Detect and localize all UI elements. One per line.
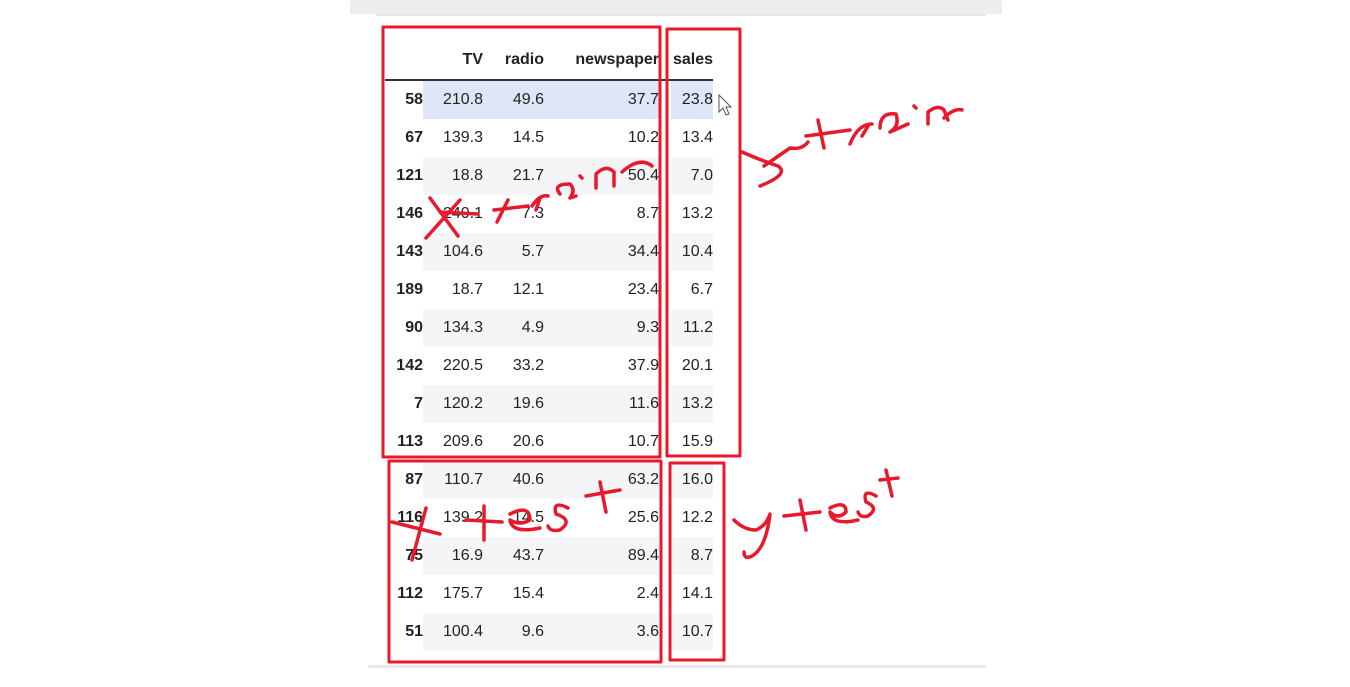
row-index: 112 — [397, 585, 423, 602]
cell-sales: 16.0 — [671, 461, 713, 499]
cell-newspaper: 3.6 — [544, 613, 659, 651]
cell-newspaper: 89.4 — [544, 537, 659, 575]
table-row: 189 18.7 12.1 23.4 6.7 — [385, 271, 713, 309]
row-index: 87 — [405, 471, 423, 488]
cell-sales: 10.7 — [671, 613, 713, 651]
header-row: TV radio newspaper sales — [385, 40, 713, 81]
cell-tv: 16.9 — [423, 537, 483, 575]
cell-sales: 14.1 — [671, 575, 713, 613]
cell-newspaper: 8.7 — [544, 195, 659, 233]
y-test-box — [668, 461, 726, 662]
table-row: 51 100.4 9.6 3.6 10.7 — [385, 613, 713, 651]
cell-tv: 209.6 — [423, 423, 483, 461]
x-train-box — [381, 25, 662, 459]
cell-sales: 13.4 — [671, 119, 713, 157]
cell-newspaper: 23.4 — [544, 271, 659, 309]
cell-tv: 139.3 — [423, 119, 483, 157]
x-test-box — [387, 459, 663, 664]
cell-sales: 6.7 — [671, 271, 713, 309]
row-index: 67 — [405, 129, 423, 146]
top-divider — [376, 14, 986, 16]
column-header-radio: radio — [483, 40, 544, 81]
column-header-tv: TV — [423, 40, 483, 81]
cell-sales: 8.7 — [671, 537, 713, 575]
cell-tv: 100.4 — [423, 613, 483, 651]
cell-newspaper: 37.7 — [544, 80, 659, 119]
dataframe-output: TV radio newspaper sales 58 210.8 49.6 37.7… — [385, 40, 725, 651]
column-header-newspaper: newspaper — [544, 40, 659, 81]
table-row: 143 104.6 5.7 34.4 10.4 — [385, 233, 713, 271]
dataframe-table: TV radio newspaper sales 58 210.8 49.6 37.7… — [385, 40, 713, 651]
row-index: 58 — [405, 91, 423, 108]
top-bar — [350, 0, 1002, 14]
cell-radio: 40.6 — [483, 461, 544, 499]
cell-sales: 11.2 — [671, 309, 713, 347]
cell-radio: 15.4 — [483, 575, 544, 613]
cell-newspaper: 10.2 — [544, 119, 659, 157]
row-index: 51 — [405, 623, 423, 640]
cell-tv: 134.3 — [423, 309, 483, 347]
cell-radio: 21.7 — [483, 157, 544, 195]
cell-tv: 18.7 — [423, 271, 483, 309]
cell-sales: 13.2 — [671, 385, 713, 423]
cell-radio: 49.6 — [483, 80, 544, 119]
cell-sales: 13.2 — [671, 195, 713, 233]
cell-tv: 120.2 — [423, 385, 483, 423]
cell-radio: 43.7 — [483, 537, 544, 575]
cell-newspaper: 2.4 — [544, 575, 659, 613]
cell-tv: 110.7 — [423, 461, 483, 499]
cell-sales: 12.2 — [671, 499, 713, 537]
table-row: 58 210.8 49.6 37.7 23.8 — [385, 80, 713, 119]
row-index: 116 — [397, 509, 423, 526]
cell-radio: 12.1 — [483, 271, 544, 309]
cell-newspaper: 11.6 — [544, 385, 659, 423]
row-index: 142 — [396, 357, 423, 374]
pointer-arrow-icon — [718, 93, 733, 116]
row-index: 189 — [396, 281, 423, 298]
cell-newspaper: 9.3 — [544, 309, 659, 347]
cell-radio: 20.6 — [483, 423, 544, 461]
table-row: 67 139.3 14.5 10.2 13.4 — [385, 119, 713, 157]
row-index: 7 — [414, 395, 423, 412]
row-index: 143 — [396, 243, 423, 260]
table-row: 75 16.9 43.7 89.4 8.7 — [385, 537, 713, 575]
cell-newspaper: 10.7 — [544, 423, 659, 461]
cell-tv: 175.7 — [423, 575, 483, 613]
table-row: 142 220.5 33.2 37.9 20.1 — [385, 347, 713, 385]
row-index: 113 — [397, 433, 423, 450]
cell-radio: 14.5 — [483, 119, 544, 157]
bottom-divider — [368, 665, 986, 668]
y-train-box — [665, 27, 742, 458]
cell-sales: 10.4 — [671, 233, 713, 271]
table-row: 121 18.8 21.7 50.4 7.0 — [385, 157, 713, 195]
cell-sales: 23.8 — [671, 80, 713, 119]
cell-radio: 19.6 — [483, 385, 544, 423]
cell-tv: 18.8 — [423, 157, 483, 195]
cell-sales: 7.0 — [671, 157, 713, 195]
cell-radio: 4.9 — [483, 309, 544, 347]
cell-radio: 9.6 — [483, 613, 544, 651]
table-row: 113 209.6 20.6 10.7 15.9 — [385, 423, 713, 461]
cell-radio: 33.2 — [483, 347, 544, 385]
row-index: 90 — [405, 319, 423, 336]
table-row: 7 120.2 19.6 11.6 13.2 — [385, 385, 713, 423]
index-header — [385, 40, 423, 81]
column-header-sales: sales — [671, 40, 713, 81]
cell-sales: 20.1 — [671, 347, 713, 385]
cell-tv: 210.8 — [423, 80, 483, 119]
cell-newspaper: 34.4 — [544, 233, 659, 271]
cell-tv: 220.5 — [423, 347, 483, 385]
handwriting-strokes — [390, 104, 964, 562]
table-row: 90 134.3 4.9 9.3 11.2 — [385, 309, 713, 347]
table-row: 112 175.7 15.4 2.4 14.1 — [385, 575, 713, 613]
row-index: 121 — [396, 167, 423, 184]
cell-newspaper: 37.9 — [544, 347, 659, 385]
cell-radio: 5.7 — [483, 233, 544, 271]
cell-tv: 104.6 — [423, 233, 483, 271]
row-index: 146 — [396, 205, 423, 222]
